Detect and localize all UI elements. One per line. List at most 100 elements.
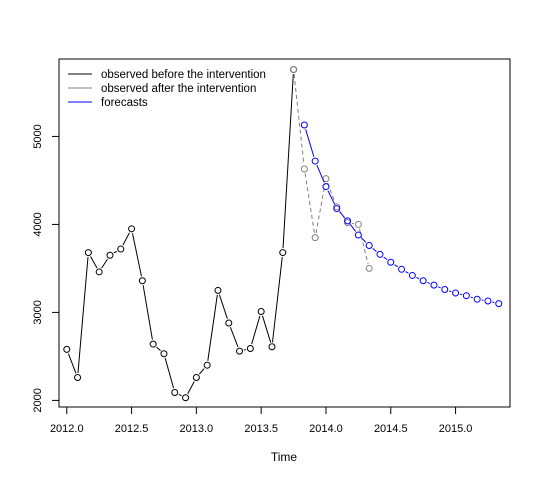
data-point [160, 350, 168, 358]
data-point [376, 250, 384, 258]
series-segment [405, 271, 409, 274]
series-segment [243, 349, 247, 351]
data-point [246, 344, 254, 352]
series-segment [164, 357, 175, 389]
series-segment [459, 293, 463, 296]
x-tick-label: 2014.0 [309, 423, 343, 435]
series-segment [339, 211, 345, 218]
data-point [128, 225, 136, 233]
data-point [63, 345, 71, 353]
y-tick-label: 5000 [32, 124, 44, 148]
series-segment [361, 237, 367, 243]
data-point [462, 292, 470, 300]
series-segment [282, 74, 294, 249]
series-2 [290, 66, 373, 272]
series-1 [63, 66, 298, 402]
data-point [408, 271, 416, 279]
data-point [322, 183, 330, 191]
data-point [279, 249, 287, 257]
series-segment [293, 73, 305, 165]
data-point [387, 258, 395, 266]
series-segment [416, 276, 420, 280]
series-segment [383, 256, 388, 260]
y-axis: 2000 3000 4000 5000 [32, 124, 60, 413]
legend-label-before: observed before the intervention [101, 69, 266, 81]
x-axis: 2012.0 2012.5 2013.0 2013.5 2014.0 2014.5 2015… [50, 406, 473, 435]
y-tick-label: 2000 [32, 388, 44, 412]
series-segment [207, 294, 218, 361]
series-segment [77, 257, 89, 374]
data-point [365, 264, 373, 272]
data-point [452, 289, 460, 297]
series-segment [90, 256, 98, 269]
series-segment [427, 281, 430, 284]
series-segment [327, 190, 336, 205]
series-segment [372, 247, 377, 252]
data-point [214, 286, 222, 294]
series-segment [470, 296, 474, 299]
y-tick-label: 4000 [32, 212, 44, 236]
data-point [192, 374, 200, 382]
series-segment [305, 129, 315, 157]
data-point [117, 245, 125, 253]
data-point [257, 308, 265, 316]
series-segment [492, 301, 495, 304]
series-layer [63, 66, 503, 402]
series-segment [67, 353, 77, 374]
series-segment [437, 286, 441, 289]
series-segment [271, 256, 283, 343]
data-point [106, 251, 114, 259]
series-segment [113, 250, 118, 254]
legend: observed before the intervention observe… [68, 69, 266, 109]
data-point [311, 234, 319, 242]
x-tick-label: 2015.0 [439, 423, 473, 435]
series-segment [198, 368, 205, 375]
data-point [300, 165, 308, 173]
series-segment [262, 315, 272, 343]
x-tick-label: 2012.5 [115, 423, 149, 435]
data-point [84, 249, 92, 257]
data-point [365, 242, 373, 250]
data-point [441, 286, 449, 294]
data-point [74, 374, 82, 382]
data-point [203, 361, 211, 369]
series-segment [156, 346, 161, 352]
series-segment [251, 315, 261, 345]
x-tick-label: 2014.5 [374, 423, 408, 435]
data-point [182, 394, 190, 402]
data-point [354, 231, 362, 239]
data-point [300, 121, 308, 129]
series-segment [229, 326, 239, 348]
data-point [398, 265, 406, 273]
data-point [333, 205, 341, 213]
series-segment [178, 394, 182, 397]
data-point [149, 340, 157, 348]
series-segment [315, 183, 326, 234]
data-point [484, 297, 492, 305]
series-segment [358, 228, 369, 265]
legend-item-after: observed after the intervention [68, 83, 256, 95]
data-point [311, 157, 319, 165]
x-tick-label: 2013.5 [244, 423, 278, 435]
data-point [290, 66, 298, 74]
data-point [225, 319, 233, 327]
data-point [344, 217, 352, 225]
data-point [495, 300, 503, 308]
data-point [268, 343, 276, 351]
data-point [138, 277, 146, 285]
series-segment [316, 165, 325, 183]
data-point [419, 277, 427, 285]
x-axis-title: Time [271, 450, 298, 464]
x-tick-label: 2013.0 [180, 423, 214, 435]
series-segment [349, 224, 357, 232]
legend-label-forecasts: forecasts [101, 97, 148, 109]
series-segment [101, 258, 108, 269]
x-tick-label: 2012.0 [50, 423, 84, 435]
data-point [354, 220, 362, 228]
series-segment [187, 381, 195, 395]
series-segment [304, 173, 315, 234]
legend-item-forecasts: forecasts [68, 97, 148, 109]
data-point [236, 347, 244, 355]
series-segment [142, 285, 153, 340]
data-point [473, 295, 481, 303]
